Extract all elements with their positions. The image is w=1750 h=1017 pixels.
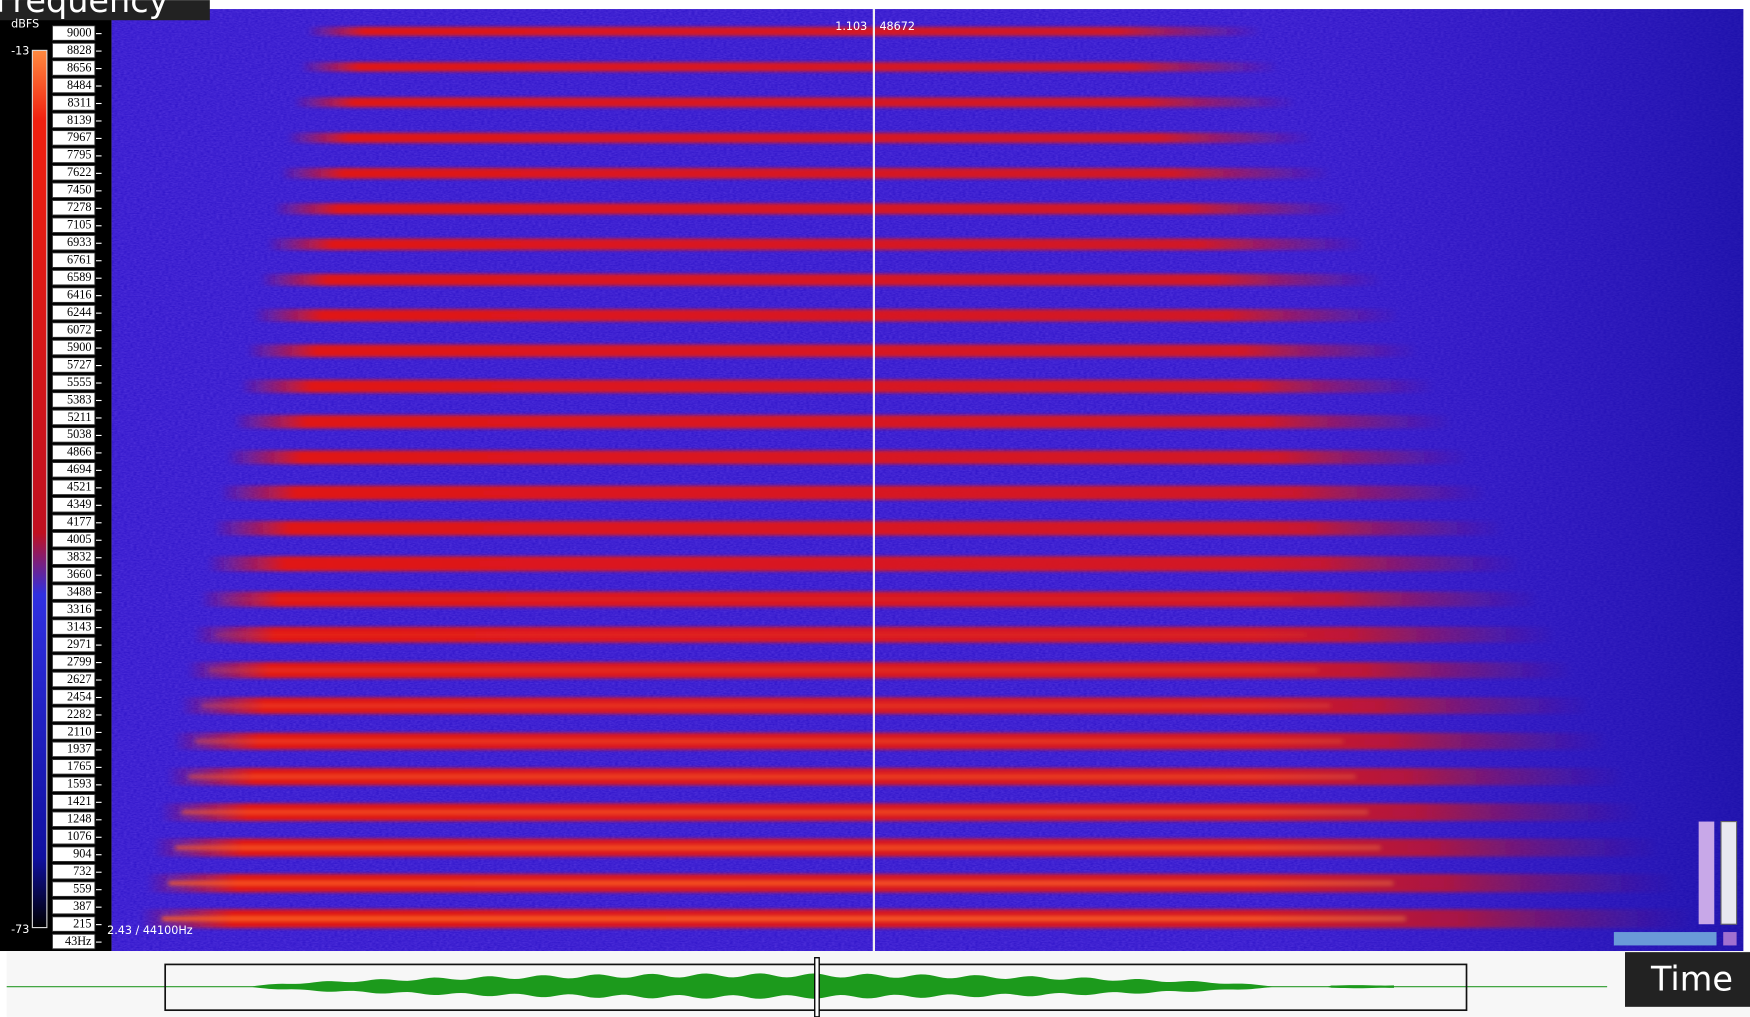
- frequency-label: 2799: [67, 654, 92, 668]
- frequency-label: 6416: [67, 287, 92, 301]
- frequency-label: 8311: [67, 95, 91, 109]
- frequency-label: 3143: [67, 619, 92, 633]
- frequency-label: 4177: [67, 515, 92, 529]
- frequency-label: 1593: [67, 777, 92, 791]
- frequency-label: 4866: [67, 445, 92, 459]
- frequency-label: 8484: [67, 78, 92, 92]
- frequency-label: 4005: [67, 532, 92, 546]
- time-label: Time: [1650, 960, 1733, 999]
- frequency-label: 8828: [67, 43, 92, 57]
- frequency-label: 1248: [67, 812, 92, 826]
- frequency-label: 3832: [67, 550, 92, 564]
- frequency-label: 5383: [67, 392, 92, 406]
- cursor-sample: 48672: [879, 20, 915, 33]
- colorbar: [32, 50, 47, 927]
- frequency-label: 6244: [67, 305, 92, 319]
- frequency-label: 2110: [67, 724, 91, 738]
- frequency-label: 732: [73, 864, 91, 878]
- spectrogram-window: 1.103 48672 2.43 / 44100Hz Frequency dBF…: [0, 0, 1750, 1017]
- frequency-label: 7278: [67, 200, 92, 214]
- frequency-label: 2282: [67, 707, 92, 721]
- frequency-label: 6933: [67, 235, 92, 249]
- frequency-label: 8656: [67, 60, 92, 74]
- spectrogram-fade: [112, 9, 1744, 951]
- overview-cursor: [815, 958, 819, 1017]
- frequency-label: 6589: [67, 270, 92, 284]
- frequency-label: 5727: [67, 357, 92, 371]
- cursor-time: 1.103: [835, 20, 867, 33]
- frequency-label: 2454: [67, 689, 92, 703]
- frequency-label: 1076: [67, 829, 92, 843]
- frequency-label: 1937: [67, 742, 92, 756]
- frequency-label: 7795: [67, 148, 92, 162]
- level-meter: [1699, 822, 1715, 925]
- colorbar-max: -13: [11, 44, 29, 57]
- page: {"header": {"title": "Frequency"}, "colo…: [0, 0, 1750, 1017]
- frequency-label: 1765: [67, 759, 92, 773]
- colorbar-min: -73: [11, 923, 29, 936]
- frequency-label: 7967: [67, 130, 92, 144]
- zoom-bar: [1614, 932, 1717, 945]
- frequency-label: 8139: [67, 113, 92, 127]
- frequency-label: 3316: [67, 602, 92, 616]
- frequency-label: 1421: [67, 794, 92, 808]
- frequency-label: 43Hz: [65, 934, 92, 948]
- frequency-label: 387: [73, 899, 91, 913]
- frequency-label: 4694: [67, 462, 92, 476]
- frequency-label: 3660: [67, 567, 92, 581]
- zoom-button: [1723, 932, 1736, 945]
- frequency-label: 5900: [67, 340, 92, 354]
- frequency-label: 7450: [67, 183, 92, 197]
- frequency-label: 904: [73, 847, 91, 861]
- colorbar-unit: dBFS: [11, 18, 39, 31]
- frequency-label: 2971: [67, 637, 92, 651]
- frequency-label: 5038: [67, 427, 92, 441]
- frequency-label: 4349: [67, 497, 92, 511]
- frequency-label: 7105: [67, 218, 92, 232]
- frequency-label: 5211: [67, 410, 91, 424]
- frequency-label: 2627: [67, 672, 92, 686]
- frequency-label: 6761: [67, 253, 92, 267]
- frequency-label: 215: [73, 916, 91, 930]
- frequency-label: 5555: [67, 375, 92, 389]
- frequency-label: 559: [73, 881, 91, 895]
- status-text: 2.43 / 44100Hz: [107, 924, 193, 937]
- frequency-label: 6072: [67, 322, 92, 336]
- frequency-label: 4521: [67, 480, 92, 494]
- frequency-label: 7622: [67, 165, 92, 179]
- frequency-label: 3488: [67, 584, 92, 598]
- frequency-label: 9000: [67, 25, 92, 39]
- level-meter-scale: [1721, 822, 1737, 925]
